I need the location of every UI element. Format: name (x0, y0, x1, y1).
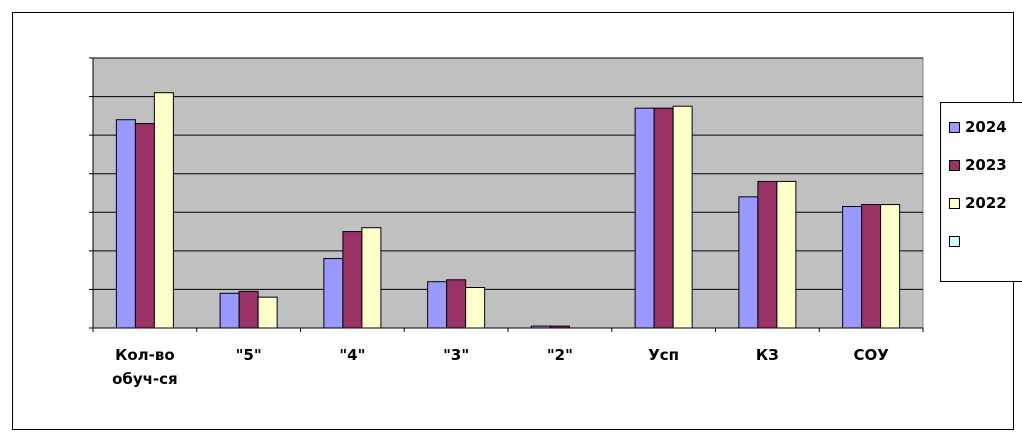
legend-swatch (949, 197, 960, 209)
plot-area (92, 57, 924, 329)
bar-2024-0 (115, 119, 136, 329)
legend-item: 2024 (949, 117, 1007, 137)
bar-2024-6 (738, 196, 759, 329)
bar-2022-5 (672, 105, 693, 329)
legend-label: 2024 (965, 118, 1007, 136)
bar-2023-2 (342, 231, 363, 329)
bar-2023-0 (134, 123, 155, 329)
legend-label: 2022 (965, 194, 1007, 212)
legend-item (949, 231, 965, 251)
bar-2023-3 (446, 279, 467, 329)
bar-2023-5 (653, 107, 674, 329)
bar-2022-6 (776, 180, 797, 329)
x-tick-label: обуч-ся (112, 370, 178, 388)
legend-item: 2023 (949, 155, 1007, 175)
bar-2022-0 (153, 92, 174, 329)
x-tick-label: "3" (443, 346, 469, 364)
x-tick-label: "5" (236, 346, 262, 364)
bar-2022-7 (880, 204, 901, 329)
x-tick-label: КЗ (756, 346, 779, 364)
bar-2024-7 (842, 206, 863, 329)
bar-2024-2 (323, 258, 344, 329)
legend-swatch (949, 121, 960, 133)
legend-label: 2023 (965, 156, 1007, 174)
bar-2024-3 (427, 281, 448, 329)
x-tick-label: Кол-во (115, 346, 175, 364)
legend-swatch (949, 159, 960, 171)
x-tick-label: "4" (339, 346, 365, 364)
bar-2023-1 (238, 290, 259, 329)
bar-2022-1 (257, 296, 278, 329)
bar-2023-7 (861, 204, 882, 329)
bar-2023-6 (757, 180, 778, 329)
bar-chart: Кол-во обуч-ся "5" "4" "3" "2" Усп КЗ СОУ (89, 57, 924, 388)
x-tick-label: СОУ (853, 346, 889, 364)
x-tick-label: "2" (547, 346, 573, 364)
x-tick-label: Усп (648, 346, 679, 364)
legend-item: 2022 (949, 193, 1007, 213)
legend: 2024 2023 2022 (940, 102, 1022, 282)
chart-frame: Кол-во обуч-ся "5" "4" "3" "2" Усп КЗ СОУ (12, 12, 1014, 430)
bar-2022-2 (361, 227, 382, 329)
bar-2022-3 (465, 287, 486, 329)
legend-swatch (949, 235, 960, 247)
bar-2024-1 (219, 292, 240, 329)
bar-2024-5 (634, 107, 655, 329)
